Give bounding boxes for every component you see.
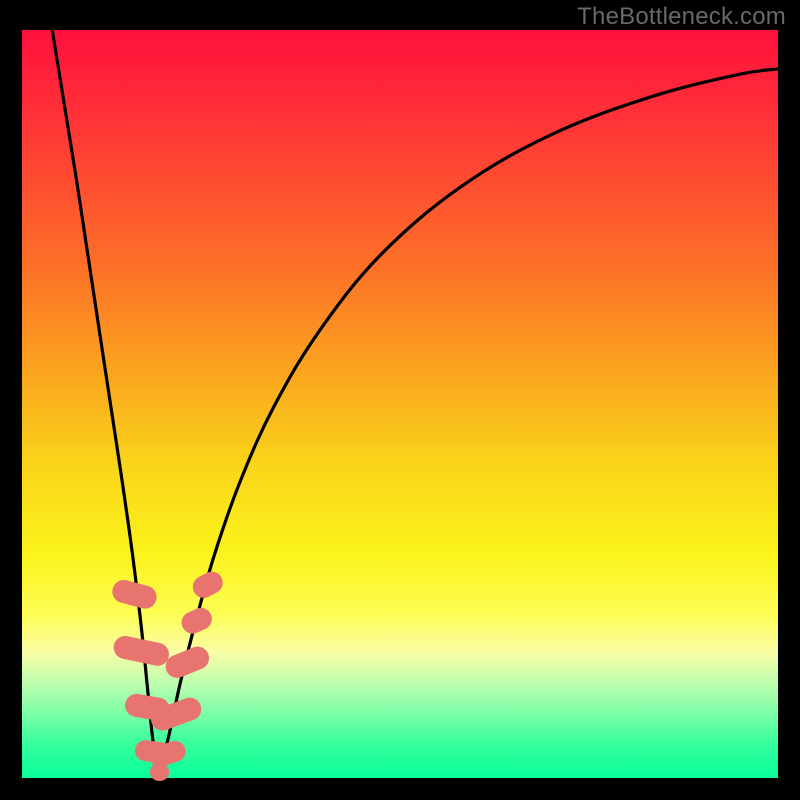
chart-frame: TheBottleneck.com <box>0 0 800 800</box>
plot-area <box>22 30 778 778</box>
curve-left <box>52 30 158 778</box>
watermark-text: TheBottleneck.com <box>577 3 786 31</box>
curve-svg <box>22 30 778 778</box>
curve-right <box>158 69 778 778</box>
